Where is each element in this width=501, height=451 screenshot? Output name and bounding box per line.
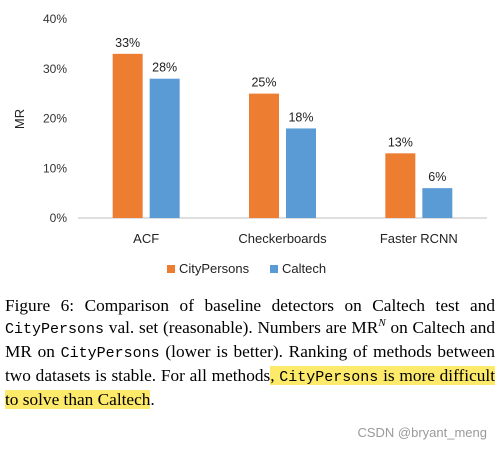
y-axis: 0% 10% 20% 30% 40% xyxy=(43,12,67,225)
data-label: 6% xyxy=(428,170,446,184)
bar-citypersons-checkerboards xyxy=(249,93,279,218)
legend-label-caltech: Caltech xyxy=(282,261,326,276)
bar-caltech-faster-rcnn xyxy=(422,188,453,218)
x-tick-label: Faster RCNN xyxy=(380,231,458,246)
caption-text-1: Figure 6: Comparison of baseline detecto… xyxy=(5,296,495,315)
legend-label-citypersons: CityPersons xyxy=(179,261,250,276)
bar-citypersons-faster-rcnn xyxy=(385,153,416,218)
watermark: CSDN @bryant_meng xyxy=(355,425,489,440)
legend-swatch-caltech xyxy=(270,265,278,273)
caption-text-4: (lower is better). Ranking of methods be… xyxy=(5,342,495,385)
figure-caption: Figure 6: Comparison of baseline detecto… xyxy=(5,295,496,411)
data-label: 28% xyxy=(152,61,177,75)
data-label: 13% xyxy=(388,135,413,149)
bar-chart: 0% 10% 20% 30% 40% 33% 28% 25% 18% 13% 6% ACF Chec… xyxy=(12,12,487,276)
y-tick-label: 40% xyxy=(43,12,67,26)
caption-citypersons-2: CityPersons xyxy=(60,345,160,362)
bars: 33% 28% 25% 18% 13% 6% xyxy=(112,36,453,219)
bar-caltech-checkerboards xyxy=(286,128,316,218)
caption-text-3: on Caltech and MR on xyxy=(5,318,495,361)
legend: CityPersons Caltech xyxy=(167,261,326,276)
data-label: 33% xyxy=(115,36,140,50)
y-tick-label: 0% xyxy=(50,211,68,225)
x-tick-label: ACF xyxy=(133,231,159,246)
y-tick-label: 30% xyxy=(43,62,67,76)
y-tick-label: 10% xyxy=(43,161,67,175)
data-label: 25% xyxy=(251,76,276,90)
y-axis-label: MR xyxy=(12,109,27,129)
caption-text-2: val. set (reasonable). Numbers are MR xyxy=(104,318,379,337)
caption-text-end: . xyxy=(150,390,155,409)
data-label: 18% xyxy=(288,110,313,124)
caption-superscript: N xyxy=(378,317,386,330)
category-labels: ACF Checkerboards Faster RCNN xyxy=(133,231,458,246)
caption-citypersons-3: CityPersons xyxy=(279,369,379,386)
bar-caltech-acf xyxy=(149,78,180,218)
legend-swatch-citypersons xyxy=(167,265,175,273)
x-tick-label: Checkerboards xyxy=(238,231,327,246)
caption-citypersons-1: CityPersons xyxy=(5,321,105,338)
bar-citypersons-acf xyxy=(112,53,143,219)
y-tick-label: 20% xyxy=(43,112,67,126)
